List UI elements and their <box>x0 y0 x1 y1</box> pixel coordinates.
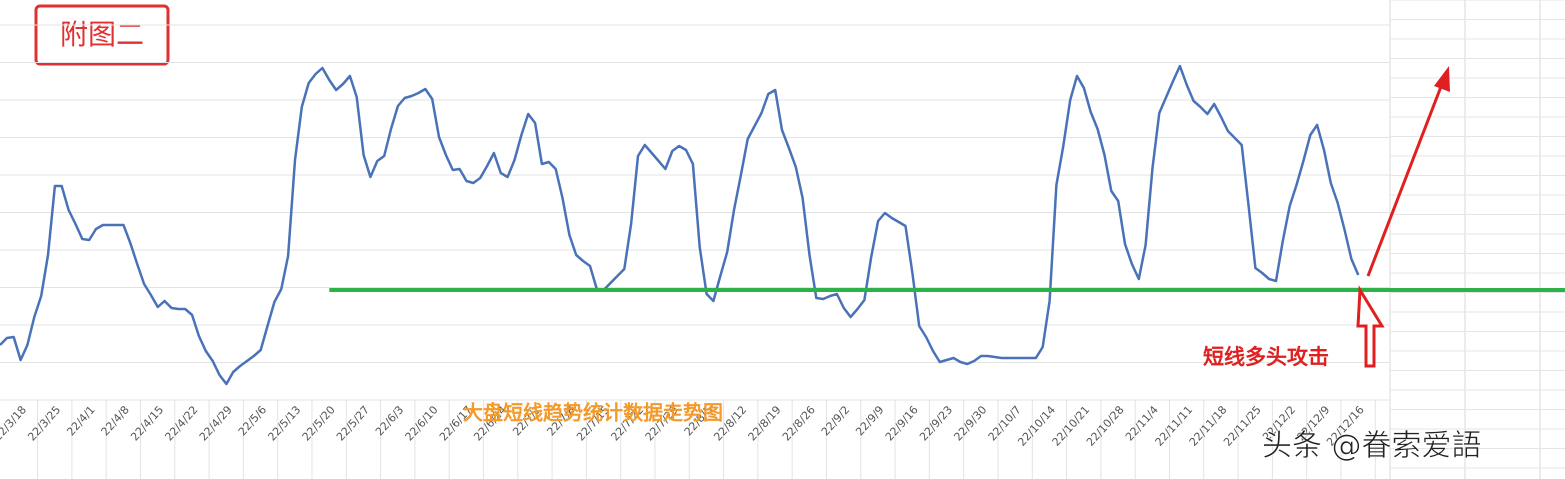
x-tick-label: 22/6/10 <box>403 403 441 443</box>
x-tick-label: 22/4/29 <box>197 403 235 443</box>
watermark: 头条 @眷索爱語 <box>1262 429 1482 464</box>
x-tick-label: 22/4/8 <box>99 403 132 438</box>
up-arrow <box>1356 285 1385 368</box>
x-tick-label: 22/9/16 <box>883 403 921 443</box>
x-tick-label: 22/8/19 <box>746 403 784 443</box>
x-tick-label: 22/5/6 <box>236 403 269 438</box>
x-tick-label: 22/4/22 <box>163 403 201 443</box>
annotation: 短线多头攻击 <box>1203 345 1329 369</box>
data-line <box>0 64 1360 386</box>
trend-arrow <box>1366 83 1444 277</box>
x-tick-label: 22/11/25 <box>1221 403 1264 448</box>
chart-title: 大盘短线趋势统计数据走势图 <box>463 401 723 425</box>
label-box <box>34 4 170 66</box>
trend-arrow-head <box>1434 66 1450 92</box>
x-tick-label: 22/6/3 <box>373 403 406 438</box>
x-tick-label: 22/9/9 <box>853 403 886 438</box>
x-tick-label: 22/8/26 <box>780 403 818 443</box>
x-tick-label: 22/9/23 <box>917 403 955 443</box>
x-tick-label: 22/5/20 <box>300 403 338 443</box>
x-tick-label: 22/5/27 <box>334 403 372 443</box>
figure-label: 附图二 <box>60 18 144 51</box>
x-tick-label: 22/3/25 <box>25 403 63 443</box>
x-tick-label: 22/4/15 <box>128 403 166 443</box>
x-tick-label: 22/4/1 <box>64 403 97 438</box>
x-tick-label: 22/10/28 <box>1084 403 1127 448</box>
x-tick-label: 22/3/18 <box>0 403 29 443</box>
x-tick-label: 22/9/2 <box>819 403 852 438</box>
x-tick-label: 22/5/13 <box>265 403 303 443</box>
x-tick-label: 22/9/30 <box>951 403 989 443</box>
